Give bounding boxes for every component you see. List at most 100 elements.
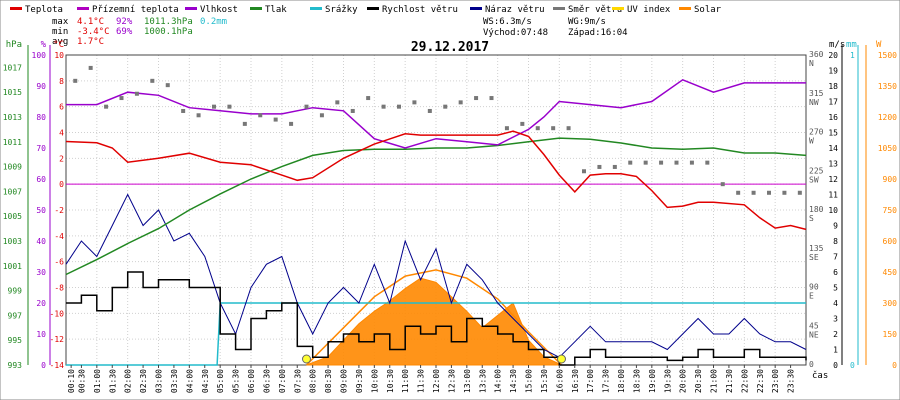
wind-axis-tick: 15 bbox=[828, 129, 838, 138]
x-axis-tick: 01:00 bbox=[93, 369, 102, 393]
stat-temp: -3.4°C bbox=[77, 27, 110, 37]
legend-item: Tlak bbox=[250, 5, 287, 15]
x-axis-tick: 10:30 bbox=[386, 369, 395, 393]
temperature-line bbox=[65, 130, 807, 231]
temperature-axis-tick: 4 bbox=[59, 129, 64, 138]
pressure-axis-tick: 1011 bbox=[3, 138, 22, 147]
wind-direction-point bbox=[520, 121, 525, 126]
wind-axis-tick: 3 bbox=[833, 315, 838, 324]
stat-label: max bbox=[52, 17, 69, 27]
x-axis-label: čas bbox=[812, 370, 828, 381]
x-axis-tick: 06:30 bbox=[262, 369, 271, 393]
wind-direction-point bbox=[582, 169, 586, 174]
humidity-axis-tick: 90 bbox=[36, 82, 46, 91]
wind-direction-point bbox=[366, 96, 371, 101]
wind-speed-info: WS:6.3m/s bbox=[483, 17, 532, 27]
pressure-axis-tick: 1013 bbox=[3, 113, 22, 122]
temperature-axis-label: °C bbox=[53, 40, 64, 50]
legend-swatch bbox=[250, 7, 262, 10]
legend-swatch bbox=[310, 7, 322, 10]
x-axis-tick: 22:30 bbox=[756, 369, 765, 393]
direction-axis-tick-label: S bbox=[809, 214, 814, 223]
pressure-axis-tick: 993 bbox=[8, 361, 23, 370]
wind-axis-tick: 18 bbox=[828, 82, 838, 91]
legend-swatch bbox=[553, 7, 565, 10]
wind-direction-point bbox=[258, 113, 263, 118]
humidity-axis-tick: 100 bbox=[32, 51, 47, 60]
direction-axis-tick: 45 bbox=[809, 321, 819, 330]
direction-axis-tick: 360 bbox=[809, 50, 824, 59]
x-axis-tick: 14:00 bbox=[494, 369, 503, 393]
wind-direction-point bbox=[797, 190, 802, 195]
wind-axis-tick: 17 bbox=[828, 98, 838, 107]
x-axis-tick: 08:00 bbox=[309, 369, 318, 393]
sunset-info: Západ:16:04 bbox=[568, 28, 628, 38]
x-axis-tick: 00:10 bbox=[67, 369, 76, 393]
temperature-axis-tick: 6 bbox=[59, 103, 64, 112]
direction-axis-tick-label: SE bbox=[809, 253, 819, 262]
legend-swatch bbox=[679, 7, 691, 10]
pressure-axis-tick: 1007 bbox=[3, 187, 22, 196]
wind-axis-tick: 8 bbox=[833, 237, 838, 246]
solar-axis-tick: 300 bbox=[883, 299, 898, 308]
wind-axis-tick: 16 bbox=[828, 113, 838, 122]
solar-axis-tick: 750 bbox=[883, 206, 898, 215]
legend-item: Srážky bbox=[310, 5, 358, 15]
x-axis-tick: 20:00 bbox=[679, 369, 688, 393]
wind-direction-point bbox=[643, 160, 648, 165]
x-axis-tick: 14:30 bbox=[509, 369, 518, 393]
legend-swatch bbox=[367, 7, 379, 10]
wind-direction-point bbox=[196, 113, 201, 118]
rain-axis-tick: 1 bbox=[850, 51, 855, 60]
x-axis-tick: 11:30 bbox=[417, 369, 426, 393]
sunrise-marker bbox=[302, 354, 311, 364]
humidity-axis-label: % bbox=[41, 40, 47, 50]
wind-axis-tick: 12 bbox=[828, 175, 838, 184]
legend-item: Směr větru bbox=[553, 5, 622, 15]
solar-axis-tick: 600 bbox=[883, 237, 898, 246]
x-axis-tick: 09:00 bbox=[340, 369, 349, 393]
temperature-axis-tick: 10 bbox=[54, 51, 64, 60]
stat-rain: 0.2mm bbox=[200, 17, 227, 27]
wind-direction-point bbox=[150, 78, 155, 83]
temperature-axis-tick: 2 bbox=[59, 154, 64, 163]
x-axis-tick: 21:30 bbox=[725, 369, 734, 393]
direction-axis-tick: 180 bbox=[809, 205, 824, 214]
wind-direction-point bbox=[119, 96, 124, 101]
wind-direction-point bbox=[504, 126, 509, 131]
wind-gust-info: WG:9m/s bbox=[568, 17, 606, 27]
wind-direction-point bbox=[88, 65, 93, 70]
direction-axis-tick-label: W bbox=[809, 137, 814, 146]
x-axis-tick: 12:30 bbox=[447, 369, 456, 393]
x-axis-tick: 18:30 bbox=[632, 369, 641, 393]
stat-label: avg bbox=[52, 37, 68, 47]
x-axis-tick: 17:00 bbox=[586, 369, 595, 393]
pressure-axis-tick: 1001 bbox=[3, 262, 22, 271]
x-axis-tick: 06:00 bbox=[247, 369, 256, 393]
humidity-axis-tick: 10 bbox=[36, 330, 46, 339]
humidity-axis-tick: 0 bbox=[41, 361, 46, 370]
temperature-axis-tick: -8 bbox=[54, 284, 64, 293]
x-axis-tick: 13:30 bbox=[478, 369, 487, 393]
x-axis-tick: 02:00 bbox=[124, 369, 133, 393]
x-axis-tick: 07:00 bbox=[278, 369, 287, 393]
wind-axis-tick: 13 bbox=[828, 160, 838, 169]
wind-axis-tick: 7 bbox=[833, 253, 838, 262]
wind-direction-point bbox=[304, 104, 309, 109]
direction-axis-tick-label: N bbox=[809, 59, 814, 68]
solar-axis-label: W bbox=[876, 40, 882, 50]
pressure-axis-tick: 995 bbox=[8, 336, 23, 345]
legend-item: UV index bbox=[612, 5, 671, 15]
wind-direction-point bbox=[474, 96, 479, 101]
temperature-axis-tick: 8 bbox=[59, 77, 64, 86]
solar-axis-tick: 1200 bbox=[878, 113, 897, 122]
legend-label: UV index bbox=[627, 5, 671, 15]
wind-direction-point bbox=[165, 83, 170, 88]
wind-axis-tick: 20 bbox=[828, 51, 838, 60]
x-axis-tick: 18:00 bbox=[617, 369, 626, 393]
wind-direction-point bbox=[181, 108, 186, 113]
x-axis-tick: 16:30 bbox=[571, 369, 580, 393]
legend-label: Vlhkost bbox=[200, 5, 238, 15]
wind-axis-tick: 10 bbox=[828, 206, 838, 215]
legend-label: Přízemní teplota bbox=[92, 5, 179, 15]
